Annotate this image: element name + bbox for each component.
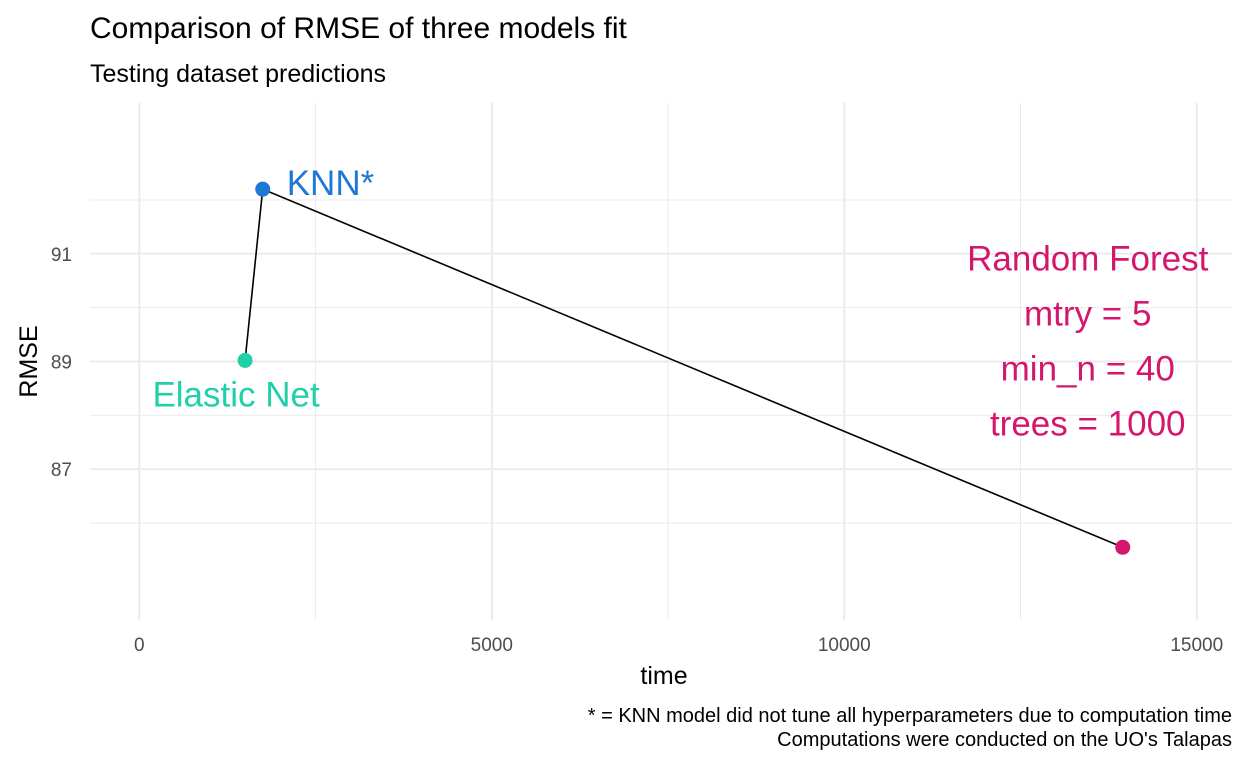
- x-tick-label: 10000: [818, 635, 871, 656]
- annotation-elastic-net: Elastic Net: [152, 375, 320, 414]
- data-point-random-forest: [1115, 539, 1131, 555]
- chart-title: Comparison of RMSE of three models fit: [90, 12, 627, 45]
- y-tick-label: 89: [51, 353, 72, 374]
- y-tick-label: 87: [51, 460, 72, 481]
- data-point-knn: [255, 181, 271, 197]
- annotation-random-forest: trees = 1000: [990, 404, 1186, 443]
- x-tick-label: 5000: [471, 635, 513, 656]
- caption-line-2: Computations were conducted on the UO's …: [777, 729, 1232, 751]
- caption-line-1: * = KNN model did not tune all hyperpara…: [587, 705, 1232, 727]
- x-tick-label: 15000: [1170, 635, 1223, 656]
- data-point-elastic-net: [237, 352, 253, 368]
- y-tick-label: 91: [51, 245, 72, 266]
- x-axis-title: time: [640, 662, 687, 690]
- annotation-knn: KNN*: [287, 164, 375, 203]
- annotation-random-forest: min_n = 40: [1001, 349, 1175, 388]
- annotation-random-forest: Random Forest: [967, 239, 1208, 278]
- chart-subtitle: Testing dataset predictions: [90, 60, 387, 88]
- y-axis-title: RMSE: [15, 325, 43, 397]
- x-tick-label: 0: [134, 635, 145, 656]
- annotation-random-forest: mtry = 5: [1024, 294, 1151, 333]
- chart-caption: * = KNN model did not tune all hyperpara…: [588, 704, 1232, 752]
